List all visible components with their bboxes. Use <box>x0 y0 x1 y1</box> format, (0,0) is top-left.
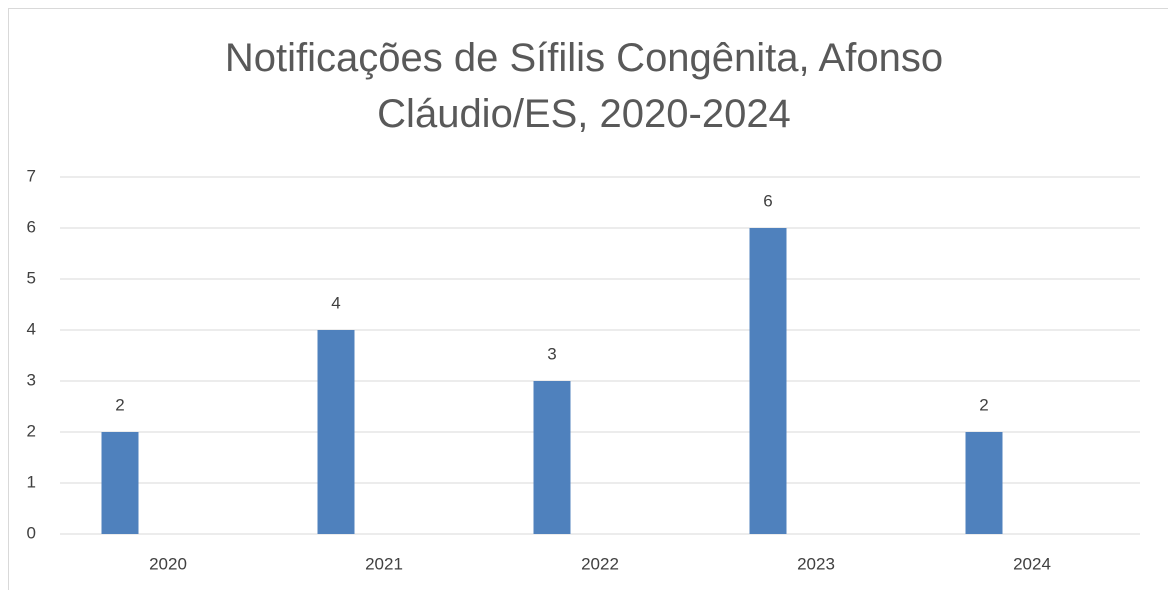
y-tick-label: 4 <box>27 319 36 338</box>
y-tick-label: 0 <box>27 523 36 542</box>
y-tick-label: 5 <box>27 268 36 287</box>
data-label: 3 <box>547 344 556 363</box>
chart-title: Notificações de Sífilis Congênita, Afons… <box>224 36 944 136</box>
y-tick-label: 2 <box>27 421 36 440</box>
x-tick-label: 2024 <box>1013 554 1051 573</box>
bar <box>749 228 787 534</box>
x-tick-label: 2021 <box>365 554 403 573</box>
data-label: 4 <box>331 293 340 312</box>
y-tick-label: 3 <box>27 370 36 389</box>
x-tick-label: 2023 <box>797 554 835 573</box>
data-label: 6 <box>763 191 772 210</box>
bar <box>965 432 1003 534</box>
chart-frame <box>8 8 1168 590</box>
bar <box>533 381 571 534</box>
bar <box>101 432 139 534</box>
y-tick-label: 7 <box>27 166 36 185</box>
data-label: 2 <box>115 395 124 414</box>
x-tick-label: 2020 <box>149 554 187 573</box>
x-tick-label: 2022 <box>581 554 619 573</box>
bar <box>317 330 355 534</box>
y-tick-label: 6 <box>27 217 36 236</box>
y-tick-label: 1 <box>27 472 36 491</box>
data-label: 2 <box>979 395 988 414</box>
